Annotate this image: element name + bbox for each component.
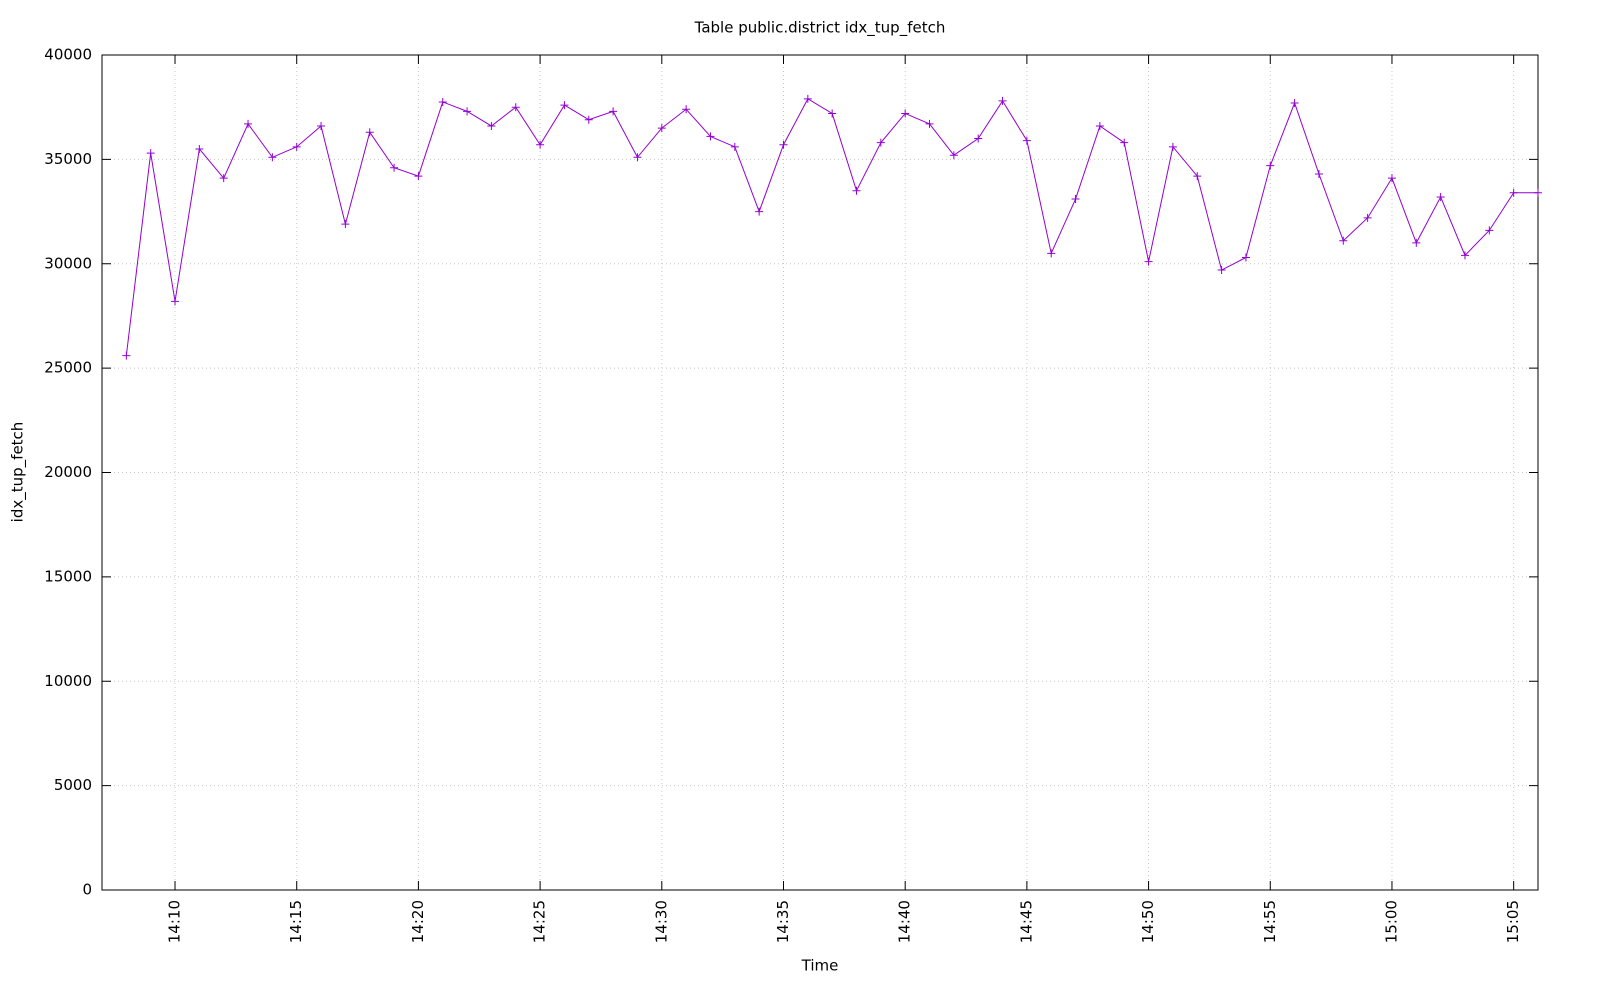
y-tick-label: 20000 xyxy=(44,463,92,481)
point xyxy=(1509,188,1518,197)
point xyxy=(803,94,812,103)
point xyxy=(852,186,861,195)
point xyxy=(925,119,934,128)
x-tick-label: 14:40 xyxy=(896,900,914,943)
point xyxy=(876,138,885,147)
x-tick-label: 14:15 xyxy=(287,900,305,943)
point xyxy=(365,128,374,137)
y-tick-label: 15000 xyxy=(44,567,92,585)
point xyxy=(414,172,423,181)
x-axis-label: Time xyxy=(801,957,839,975)
point xyxy=(1363,213,1372,222)
point xyxy=(1095,121,1104,130)
line xyxy=(125,98,1538,356)
point xyxy=(730,142,739,151)
point xyxy=(560,101,569,110)
y-tick-label: 5000 xyxy=(54,776,92,794)
plot-frame xyxy=(101,54,1539,891)
point xyxy=(609,107,618,116)
point xyxy=(195,144,204,153)
point xyxy=(1120,138,1129,147)
y-tick-label: 40000 xyxy=(44,46,92,64)
point xyxy=(487,121,496,130)
point xyxy=(268,153,277,162)
point xyxy=(219,174,228,183)
x-tick-label: 14:55 xyxy=(1261,900,1279,943)
x-tick-label: 15:00 xyxy=(1382,900,1400,943)
point xyxy=(317,121,326,130)
x-tick-label: 14:35 xyxy=(774,900,792,943)
x-tick-label: 14:50 xyxy=(1139,900,1157,943)
point xyxy=(706,132,715,141)
point xyxy=(292,142,301,151)
y-tick-label: 10000 xyxy=(44,672,92,690)
point xyxy=(1022,136,1031,145)
point xyxy=(755,207,764,216)
point xyxy=(657,124,666,133)
x-tick-label: 14:25 xyxy=(531,900,549,943)
point xyxy=(1460,251,1469,260)
y-tick-label: 30000 xyxy=(44,254,92,272)
point xyxy=(633,153,642,162)
point xyxy=(1436,192,1445,201)
point xyxy=(1387,174,1396,183)
point xyxy=(1241,253,1250,262)
point xyxy=(1412,238,1421,247)
point xyxy=(1485,226,1494,235)
y-tick-label: 35000 xyxy=(44,150,92,168)
point xyxy=(536,140,545,149)
point xyxy=(1534,188,1542,197)
point xyxy=(1314,169,1323,178)
point xyxy=(828,109,837,118)
point xyxy=(171,297,180,306)
y-axis-label: idx_tup_fetch xyxy=(9,422,28,523)
point xyxy=(1217,266,1226,275)
x-tick-label: 14:45 xyxy=(1017,900,1035,943)
point xyxy=(244,119,253,128)
point xyxy=(390,163,399,172)
x-tick-label: 14:30 xyxy=(652,900,670,943)
point xyxy=(1168,142,1177,151)
point xyxy=(511,103,520,112)
point xyxy=(1266,161,1275,170)
point xyxy=(1290,99,1299,108)
point xyxy=(122,351,131,360)
point xyxy=(1339,236,1348,245)
point xyxy=(146,149,155,158)
point xyxy=(901,109,910,118)
point xyxy=(682,105,691,114)
x-tick-label: 15:05 xyxy=(1504,900,1522,943)
point xyxy=(463,107,472,116)
point xyxy=(438,97,447,106)
point xyxy=(779,140,788,149)
point xyxy=(949,151,958,160)
point xyxy=(1047,249,1056,258)
x-tick-label: 14:10 xyxy=(166,900,184,943)
chart-title: Table public.district idx_tup_fetch xyxy=(694,19,946,38)
point xyxy=(1144,257,1153,266)
point xyxy=(1071,195,1080,204)
point xyxy=(584,115,593,124)
point xyxy=(1193,172,1202,181)
x-tick-label: 14:20 xyxy=(409,900,427,943)
point xyxy=(974,134,983,143)
point xyxy=(341,220,350,229)
y-tick-label: 0 xyxy=(82,881,92,899)
y-tick-label: 25000 xyxy=(44,359,92,377)
point xyxy=(998,96,1007,105)
